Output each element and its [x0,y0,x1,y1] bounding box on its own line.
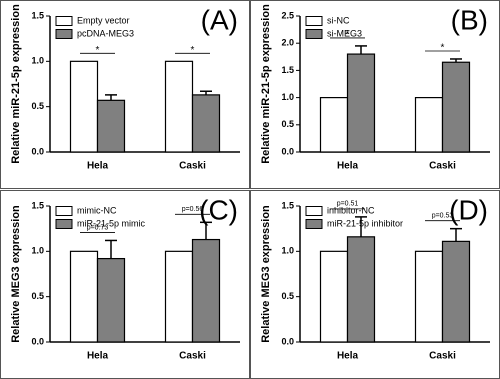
y-tick-label: 0.0 [281,146,294,156]
significance-label: p=0.51 [337,201,359,208]
bar [96,99,126,153]
bar [191,94,221,153]
y-axis-label: Relative miR-21-5p expression [260,4,272,164]
bar [414,250,444,343]
bar [414,96,444,153]
legend-swatch [305,206,323,216]
y-tick-label: 0.0 [31,336,44,346]
significance-label: p=0.56 [182,206,204,213]
y-tick-label: 1.5 [31,200,44,210]
y-tick-label: 0.5 [31,291,44,301]
bar [346,53,376,153]
x-tick-label: Hela [337,161,359,172]
panel-label: (D) [449,194,488,225]
panel: (A) Relative miR-21-5p expression 0.0 0.5 1.… [0,0,250,189]
error-bar [355,45,367,55]
bar [191,238,221,343]
legend-swatch [305,29,323,39]
bar [96,257,126,343]
y-tick-label: 0.5 [281,119,294,129]
bar [164,60,194,153]
y-tick-label: 2.0 [281,38,294,48]
bar [441,240,471,343]
legend-swatch [55,219,73,229]
panel: (B) Relative miR-21-5p expression 0.0 0.5 1.… [250,0,500,189]
error-bar [450,58,462,63]
y-tick-label: 1.0 [281,246,294,256]
bar [69,60,99,153]
significance-label: * [441,43,445,54]
error-bar [200,90,212,95]
x-tick-label: Hela [87,161,109,172]
error-bar [450,227,462,242]
legend-swatch [305,16,323,26]
y-tick-label: 0.5 [281,291,294,301]
y-tick-label: 0.0 [281,336,294,346]
legend-label: si-NC [327,15,350,25]
y-tick-label: 1.5 [281,65,294,75]
legend-swatch [55,16,73,26]
legend-label: Empty vector [77,15,130,25]
legend-label: mimic-NC [77,205,117,215]
panel: (D) Relative MEG3 expression 0.0 0.5 1.0 1.5 H… [250,190,500,379]
y-axis-label: Relative miR-21-5p expression [10,4,22,164]
y-tick-label: 0.5 [31,101,44,111]
legend-swatch [55,206,73,216]
y-axis-label: Relative MEG3 expression [10,205,22,343]
significance-label: p=0.73 [87,224,109,231]
y-tick-label: 1.5 [31,10,44,20]
significance-label: * [96,45,100,56]
y-tick-label: 1.0 [31,56,44,66]
legend-swatch [305,219,323,229]
significance-label: * [191,45,195,56]
panel: (C) Relative MEG3 expression 0.0 0.5 1.0 1.5 H… [0,190,250,379]
bar [346,236,376,343]
bar [441,61,471,153]
y-tick-label: 0.0 [31,146,44,156]
y-tick-label: 1.0 [31,246,44,256]
legend-swatch [55,29,73,39]
bar [164,250,194,343]
panel-label: (A) [201,4,238,35]
legend-label: pcDNA-MEG3 [77,28,134,38]
x-tick-label: Caski [429,351,456,362]
y-axis-label: Relative MEG3 expression [260,205,272,343]
legend-label: inhibitor-NC [327,205,375,215]
error-bar [105,239,117,259]
significance-label: * [346,30,350,41]
bar [319,250,349,343]
legend-label: si-MEG3 [327,28,362,38]
error-bar [355,216,367,237]
error-bar [200,221,212,240]
legend-label: miR-21-5p inhibitor [327,218,403,228]
x-tick-label: Hela [337,351,359,362]
x-tick-label: Caski [179,161,206,172]
y-tick-label: 2.5 [281,10,294,20]
y-tick-label: 1.5 [281,200,294,210]
significance-label: p=0.53 [432,213,454,220]
legend-label: miR-21-5p mimic [77,218,146,228]
bar [69,250,99,343]
panel-label: (B) [451,4,488,35]
error-bar [105,94,117,101]
bar [319,96,349,153]
x-tick-label: Caski [179,351,206,362]
panel-label: (C) [199,194,238,225]
x-tick-label: Hela [87,351,109,362]
y-tick-label: 1.0 [281,92,294,102]
panel-border [0,0,250,189]
x-tick-label: Caski [429,161,456,172]
